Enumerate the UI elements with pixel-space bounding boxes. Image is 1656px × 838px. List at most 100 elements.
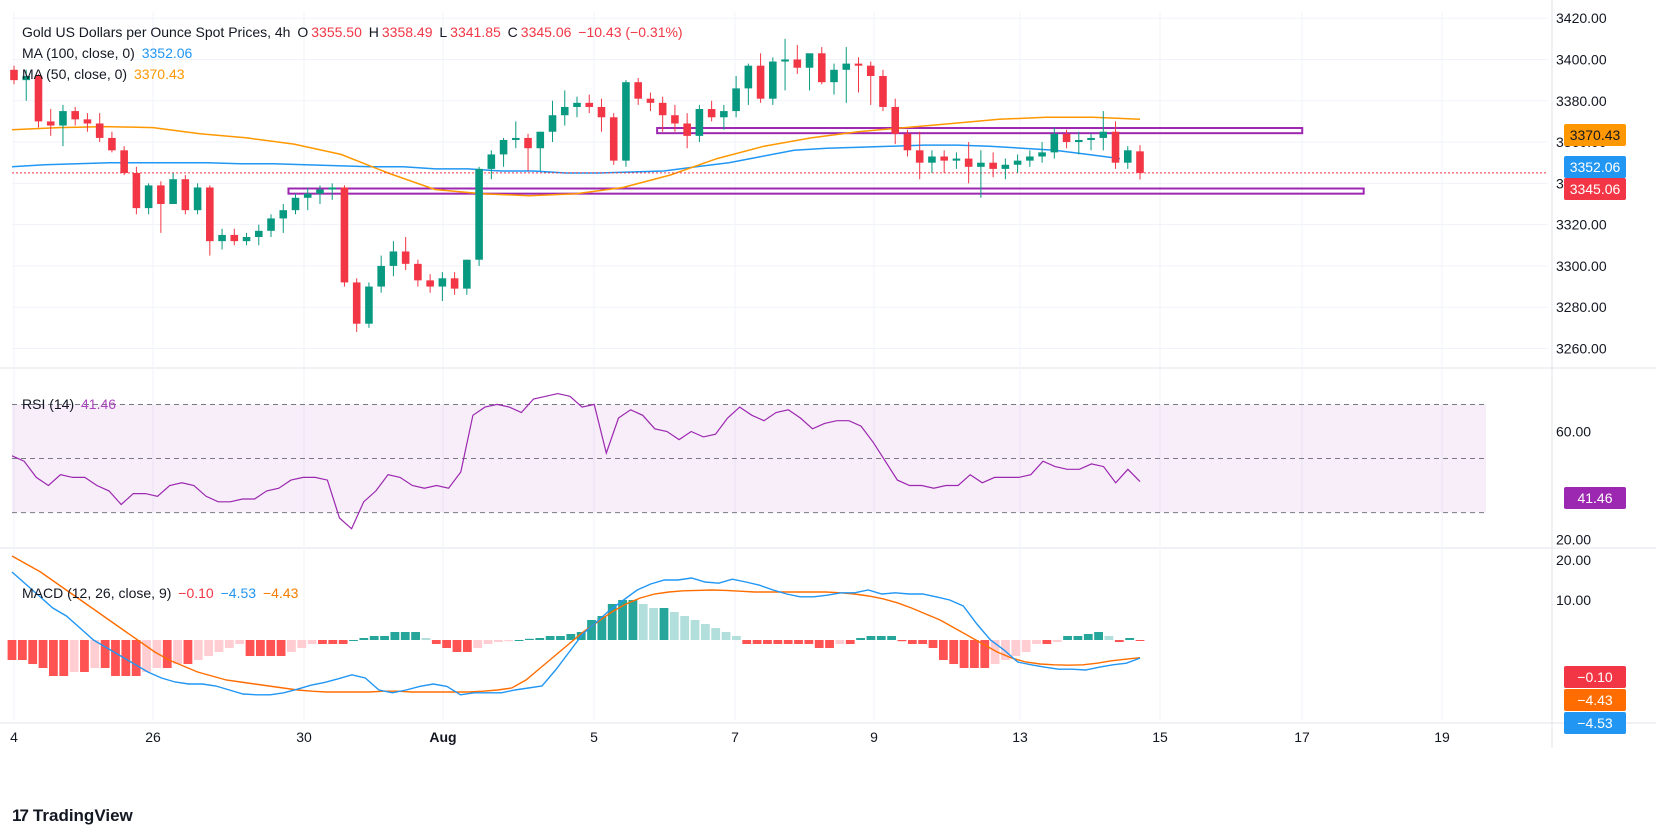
macd-hist-tag: −0.10 (1564, 666, 1626, 688)
macd-histogram-bar (680, 616, 690, 640)
candle-body (328, 187, 337, 190)
price-pane (10, 38, 1548, 332)
ma100-value: 3352.06 (141, 45, 193, 61)
open-value: 3355.50 (311, 24, 362, 40)
candle-body (781, 59, 789, 62)
candle-body (671, 115, 679, 124)
candle-body (548, 115, 557, 132)
macd-histogram-bar (28, 640, 38, 664)
macd-histogram-bar (173, 640, 182, 664)
macd-histogram-bar (400, 632, 410, 640)
macd-signal-tag: −4.43 (1564, 689, 1626, 711)
macd-histogram-bar (111, 640, 120, 676)
candle-body (1026, 156, 1034, 161)
macd-histogram-bar (845, 640, 855, 644)
macd-histogram-bar (1125, 638, 1135, 640)
candle-body (157, 185, 165, 204)
macd-histogram-bar (649, 608, 659, 640)
candle-body (805, 53, 814, 68)
macd-histogram-bar (121, 640, 131, 676)
macd-histogram-bar (814, 640, 824, 648)
candle-body (303, 193, 312, 198)
candle-body (560, 106, 569, 116)
candle-body (414, 263, 422, 281)
candle-body (573, 102, 581, 107)
candle-body (267, 218, 275, 231)
macd-histogram-bar (587, 620, 596, 640)
candle-body (830, 69, 838, 83)
macd-histogram-bar (380, 636, 389, 640)
macd-histogram-bar (59, 640, 69, 676)
candle-body (95, 123, 104, 138)
macd-histogram-bar (152, 640, 162, 668)
rsi-tick-label: 20.00 (1556, 532, 1591, 548)
candle-body (1099, 131, 1108, 138)
macd-histogram-bar (700, 624, 710, 640)
change-value: −10.43 (−0.31%) (578, 24, 683, 40)
x-tick-label: 7 (731, 729, 739, 745)
high-value: 3358.49 (381, 24, 433, 40)
candle-body (108, 137, 116, 151)
ma50-line (11, 116, 1141, 197)
macd-histogram-bar (897, 640, 907, 642)
candle-body (928, 156, 936, 163)
macd-histogram-bar (318, 640, 327, 644)
macd-histogram-bar (970, 640, 979, 668)
macd-histogram-bar (783, 640, 793, 644)
macd-signal-value: −4.43 (262, 585, 299, 601)
candle-body (1123, 150, 1132, 163)
macd-histogram-bar (473, 640, 483, 648)
candle-body (683, 123, 691, 136)
macd-histogram-bar (48, 640, 58, 676)
macd-histogram-bar (266, 640, 276, 656)
macd-histogram-bar (690, 620, 700, 640)
macd-histogram-bar (38, 640, 48, 668)
macd-histogram-bar (856, 638, 865, 640)
ma50-price-tag: 3370.43 (1564, 124, 1626, 146)
macd-histogram-bar (1094, 632, 1104, 640)
macd-histogram-bar (732, 636, 741, 640)
candle-body (817, 53, 826, 83)
x-tick-label: 17 (1294, 729, 1310, 745)
macd-histogram-bar (876, 636, 886, 640)
candle-body (756, 65, 765, 99)
candle-body (866, 65, 875, 76)
footer-brand[interactable]: 17 TradingView (12, 806, 133, 826)
grid-lines (0, 0, 1656, 748)
rsi-line (11, 392, 1141, 530)
candle-body (585, 102, 594, 107)
candle-body (1038, 152, 1046, 157)
macd-line (11, 571, 1141, 696)
candle-body (964, 158, 973, 167)
candle-body (352, 282, 361, 324)
macd-histogram-bar (504, 640, 514, 642)
macd-histogram-bar (1052, 640, 1062, 642)
candle-body (230, 234, 239, 242)
high-label: H (368, 24, 379, 40)
macd-histogram-bar (907, 640, 917, 644)
macd-label: MACD (12, 26, close, 9) (22, 585, 172, 601)
candle-body (879, 75, 887, 107)
price-tick-label: 3300.00 (1556, 258, 1607, 274)
macd-legend: MACD (12, 26, close, 9) −0.10 −4.53 −4.4… (22, 585, 301, 601)
macd-histogram-bar (607, 604, 617, 640)
macd-histogram-bar (193, 640, 203, 660)
macd-histogram-bar (742, 640, 752, 644)
candle-body (365, 286, 373, 324)
macd-histogram-bar (721, 632, 731, 640)
candle-body (658, 102, 667, 116)
x-tick-label: 13 (1012, 729, 1028, 745)
x-tick-label: 9 (870, 729, 878, 745)
macd-histogram-bar (328, 640, 338, 644)
macd-histogram-bar (255, 640, 265, 656)
macd-histogram-bar (711, 628, 721, 640)
price-tick-label: 3420.00 (1556, 10, 1607, 26)
macd-histogram-bar (545, 636, 555, 640)
candle-body (1013, 160, 1022, 165)
candle-body (769, 61, 777, 99)
macd-line-tag: −4.53 (1564, 712, 1626, 734)
macd-histogram-bar (1011, 640, 1021, 656)
price-legend: Gold US Dollars per Ounce Spot Prices, 4… (22, 24, 686, 40)
macd-histogram-bar (866, 636, 876, 640)
